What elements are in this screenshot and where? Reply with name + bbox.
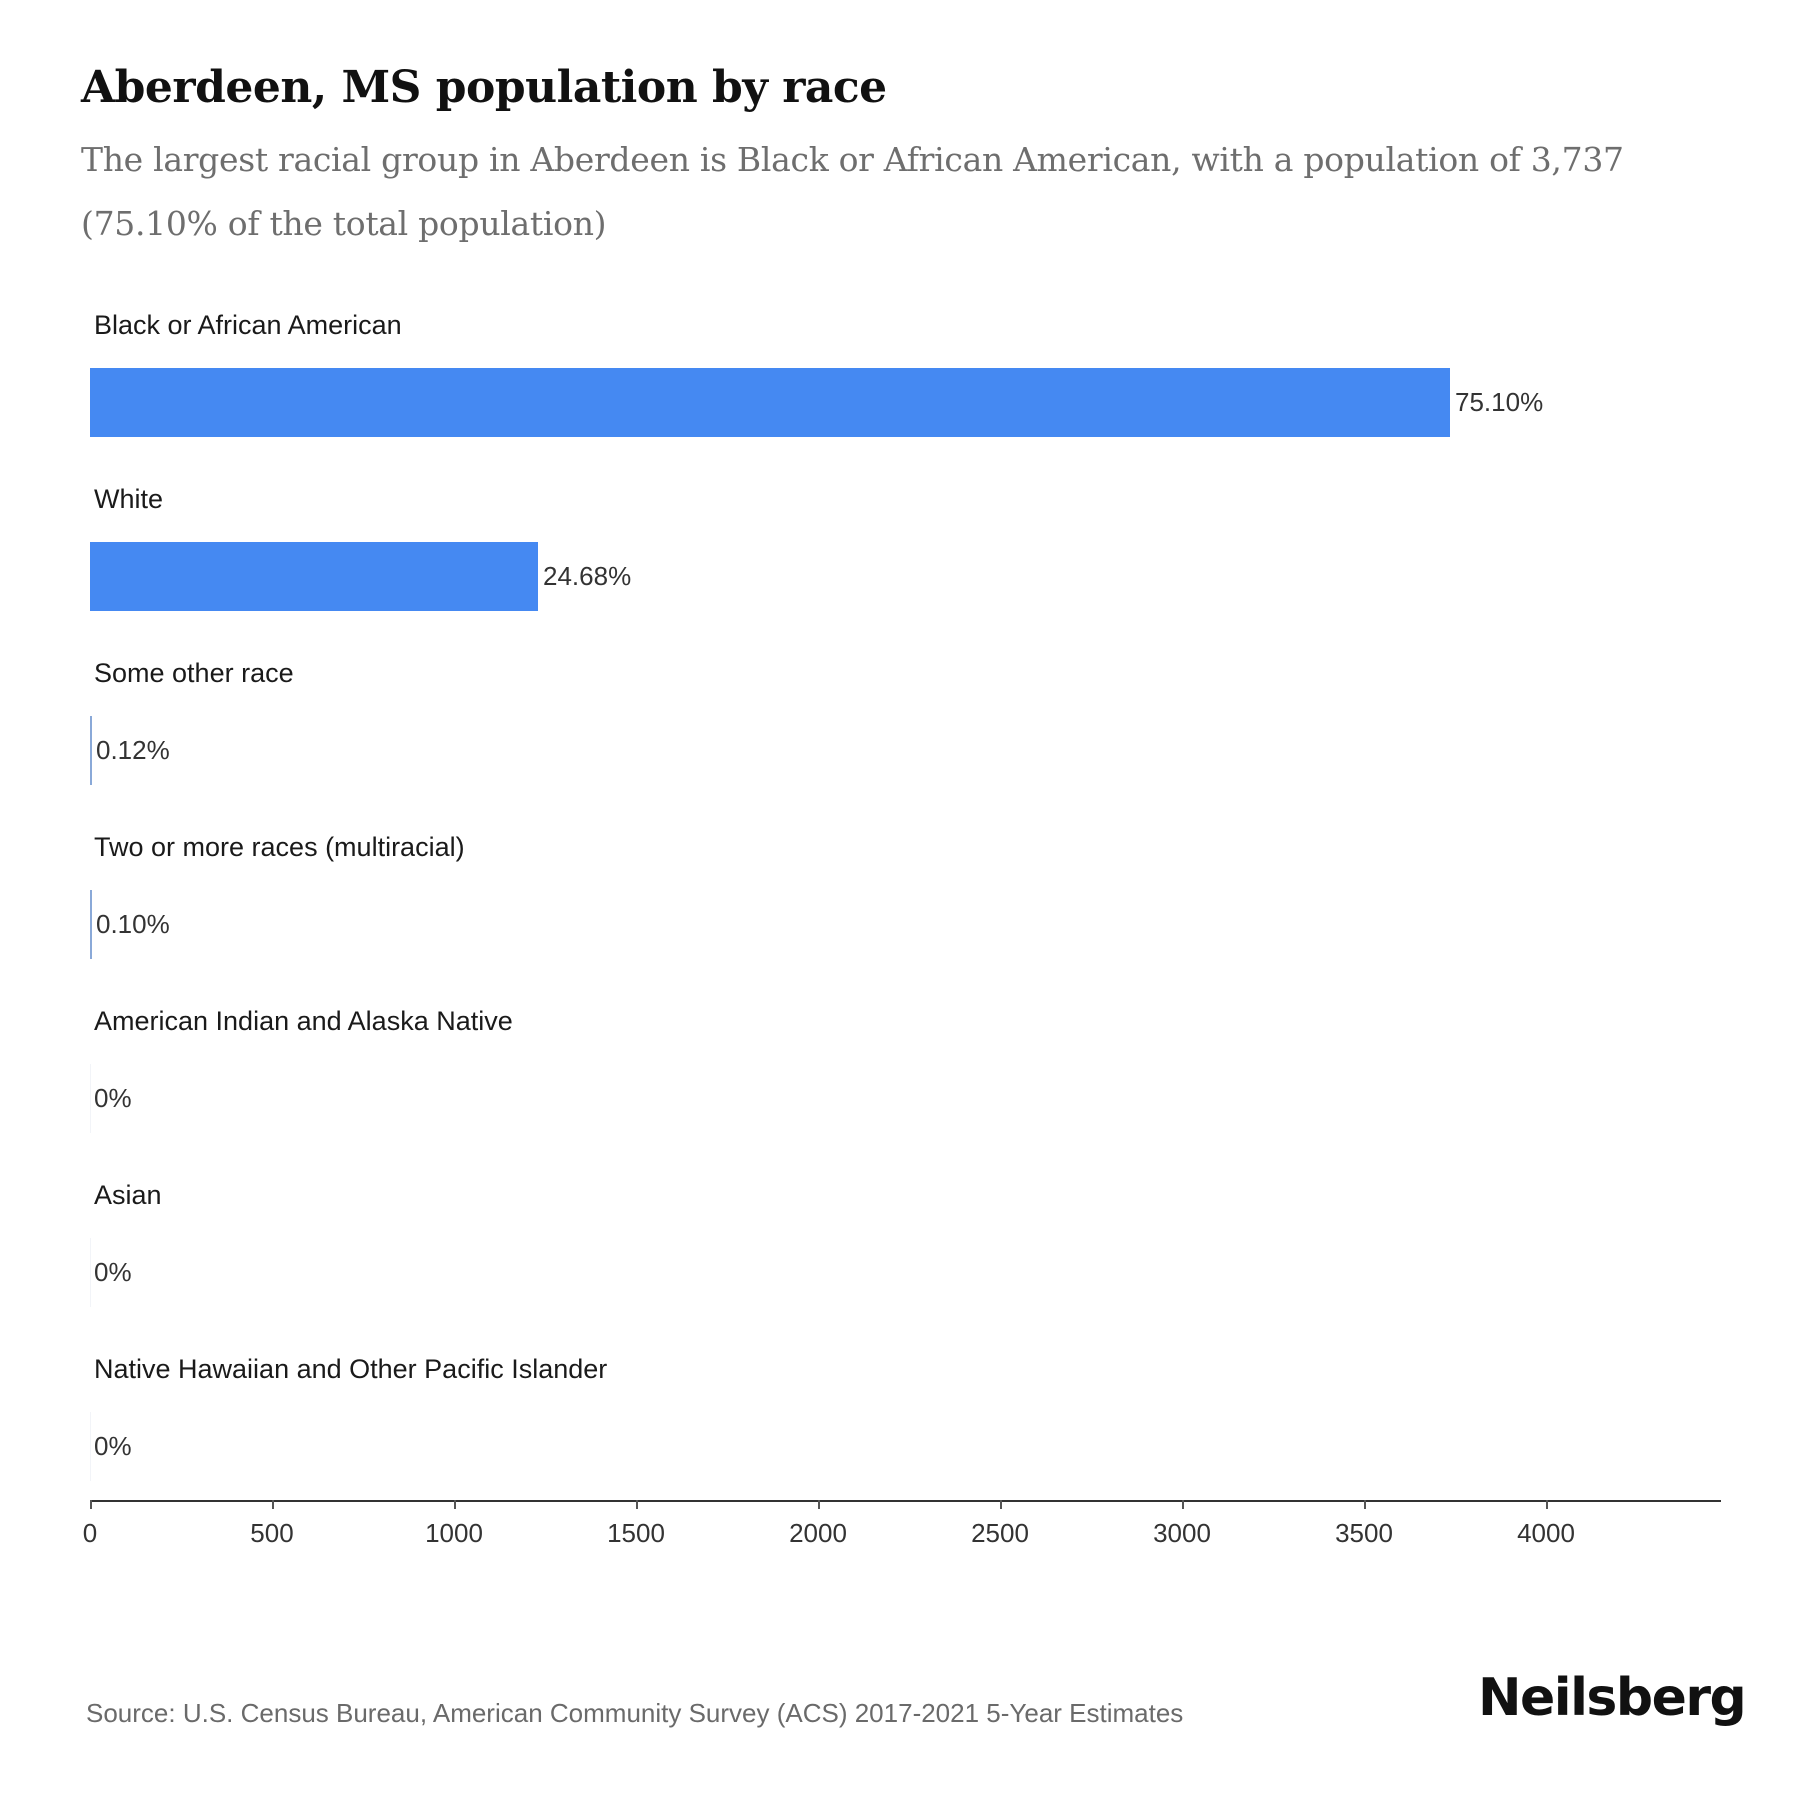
x-tick-label: 1500 <box>607 1518 665 1548</box>
x-tick-label: 3000 <box>1153 1518 1211 1548</box>
bar-some-other-race <box>90 716 92 785</box>
bar-asian <box>90 1238 91 1307</box>
x-tick-label: 0 <box>82 1518 98 1548</box>
x-axis-tick <box>1364 1500 1366 1509</box>
x-tick-label: 4000 <box>1517 1518 1575 1548</box>
category-label: American Indian and Alaska Native <box>94 1006 513 1036</box>
x-tick-label: 2500 <box>971 1518 1029 1548</box>
category-label: White <box>94 484 164 514</box>
x-axis-tick <box>272 1500 274 1509</box>
value-label: 0.12% <box>96 735 170 765</box>
bar-native-hawaiian-pacific-islander <box>90 1412 91 1481</box>
value-label: 24.68% <box>543 561 632 591</box>
x-tick-label: 2000 <box>789 1518 847 1548</box>
neilsberg-logo: Neilsberg <box>1478 1668 1747 1728</box>
x-axis-tick <box>454 1500 456 1509</box>
category-label: Some other race <box>94 658 294 688</box>
category-label: Two or more races (multiracial) <box>94 832 465 862</box>
value-label: 0% <box>94 1083 132 1113</box>
x-tick-label: 3500 <box>1335 1518 1393 1548</box>
x-axis-line <box>90 1500 1721 1502</box>
x-axis-tick <box>636 1500 638 1509</box>
x-tick-label: 1000 <box>425 1518 483 1548</box>
source-note: Source: U.S. Census Bureau, American Com… <box>86 1698 1184 1728</box>
x-tick-label: 500 <box>250 1518 294 1548</box>
x-axis-tick <box>1546 1500 1548 1509</box>
bar-white <box>90 542 538 611</box>
value-label: 0% <box>94 1257 132 1287</box>
value-label: 0.10% <box>96 909 170 939</box>
value-label: 75.10% <box>1455 387 1544 417</box>
value-label: 0% <box>94 1431 132 1461</box>
category-label: Black or African American <box>94 310 402 340</box>
x-axis-tick <box>1000 1500 1002 1509</box>
chart-subtitle: The largest racial group in Aberdeen is … <box>81 140 1624 243</box>
category-label: Native Hawaiian and Other Pacific Island… <box>94 1354 608 1384</box>
x-axis-tick <box>818 1500 820 1509</box>
bar-black-or-african-american <box>90 368 1450 437</box>
bar-two-or-more-races <box>90 890 92 959</box>
bar-american-indian-alaska-native <box>90 1064 91 1133</box>
x-axis-tick <box>1182 1500 1184 1509</box>
category-label: Asian <box>94 1180 162 1210</box>
chart-title: Aberdeen, MS population by race <box>81 62 887 113</box>
x-axis-tick <box>90 1500 92 1509</box>
